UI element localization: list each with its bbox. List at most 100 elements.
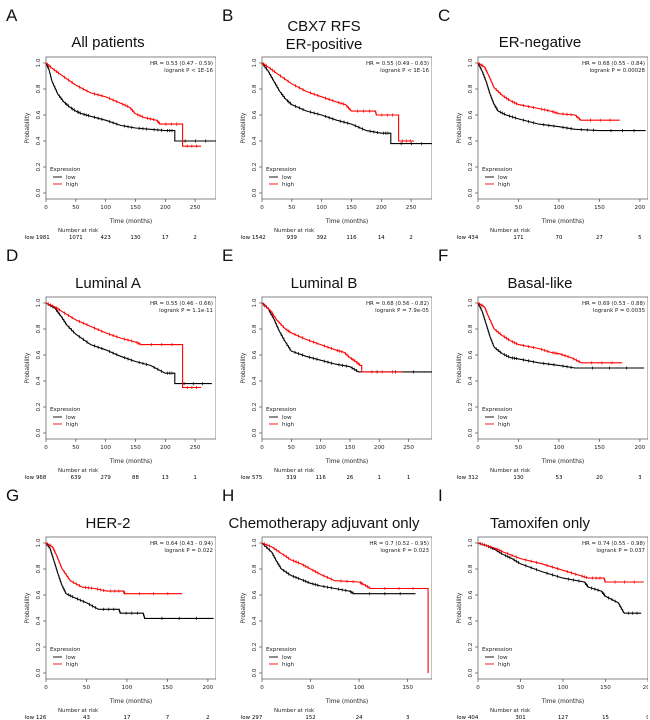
- y-axis-label: Probability: [241, 112, 247, 143]
- y-tick-label: 0.2: [468, 163, 474, 172]
- plot-frame: [45, 56, 216, 200]
- risk-row-label-low: low: [25, 475, 35, 480]
- panel-letter: A: [6, 6, 18, 25]
- risk-count-low: 1981: [36, 235, 50, 240]
- x-tick-label: 150: [600, 685, 611, 691]
- risk-count-low: 423: [101, 235, 111, 240]
- hazard-ratio-text: HR = 0.69 (0.53 - 0.88): [582, 301, 645, 307]
- x-axis-label: Time (months): [541, 459, 584, 465]
- x-axis-label: Time (months): [541, 219, 584, 225]
- risk-count-low: 17: [162, 235, 169, 240]
- risk-count-low: 88: [132, 475, 139, 480]
- x-tick-label: 50: [515, 445, 523, 451]
- legend-title: Expression: [50, 167, 81, 173]
- panel-letter: H: [222, 486, 235, 505]
- legend-entry-low: low: [498, 655, 508, 661]
- panel-title: HER-2: [85, 515, 131, 532]
- km-panel-f: F Basal-like 0.0 0.2 0.4 0.6 0.8 1.0 Probability…: [432, 240, 648, 480]
- survival-curve-high: [477, 302, 623, 364]
- logrank-p-text: logrank P = 0.023: [380, 548, 429, 554]
- risk-count-low: 2: [206, 715, 209, 720]
- risk-count-low: 392: [317, 235, 327, 240]
- x-tick-label: 50: [288, 445, 296, 451]
- panel-letter: I: [438, 486, 443, 505]
- x-axis-label: Time (months): [109, 459, 152, 465]
- risk-count-low: 171: [513, 235, 523, 240]
- y-axis-label: Probability: [25, 352, 31, 383]
- plot-frame: [261, 536, 432, 680]
- panel-title: ER-positive: [285, 36, 363, 53]
- risk-count-low: 0: [646, 715, 648, 720]
- y-tick-label: 0.4: [252, 136, 258, 145]
- risk-row-label-low: low: [241, 715, 251, 720]
- x-tick-label: 200: [635, 205, 646, 211]
- risk-count-low: 939: [287, 235, 298, 240]
- x-axis-label: Time (months): [325, 459, 368, 465]
- risk-count-low: 127: [558, 715, 568, 720]
- panel-letter: G: [6, 486, 20, 505]
- risk-count-low: 968: [36, 475, 47, 480]
- x-tick-label: 50: [307, 685, 315, 691]
- risk-count-low: 152: [305, 715, 315, 720]
- plot-frame: [261, 296, 432, 440]
- risk-count-low: 434: [468, 235, 479, 240]
- x-tick-label: 100: [558, 685, 569, 691]
- logrank-p-text: logrank P = 0.037: [596, 548, 645, 554]
- x-axis-label: Time (months): [325, 699, 368, 705]
- x-tick-label: 100: [122, 685, 133, 691]
- legend-title: Expression: [266, 167, 297, 173]
- legend-entry-high: high: [498, 182, 511, 188]
- risk-count-low: 3: [406, 715, 409, 720]
- x-tick-label: 100: [354, 685, 365, 691]
- legend-entry-high: high: [66, 422, 79, 428]
- y-tick-label: 0.2: [36, 643, 42, 652]
- x-tick-label: 0: [44, 445, 48, 451]
- x-tick-label: 150: [345, 445, 356, 451]
- y-axis-label: Probability: [457, 352, 463, 383]
- risk-row-label-low: low: [25, 235, 35, 240]
- y-tick-label: 0.4: [468, 136, 474, 145]
- risk-count-low: 130: [513, 475, 524, 480]
- risk-row-label-low: low: [457, 235, 467, 240]
- y-tick-label: 0.2: [252, 403, 258, 412]
- x-tick-label: 100: [100, 445, 111, 451]
- risk-count-low: 20: [596, 475, 603, 480]
- km-panel-a: A All patients 0.0 0.2 0.4 0.6 0.8 1.0 Probabili…: [0, 0, 216, 240]
- hazard-ratio-text: HR = 0.68 (0.56 - 0.82): [366, 301, 429, 307]
- panel-title: All patients: [71, 34, 145, 51]
- km-plot-svg: 0.0 0.2 0.4 0.6 0.8 1.0 Probability 0 50 100 150 20…: [457, 296, 648, 480]
- y-tick-label: 0.2: [36, 403, 42, 412]
- y-axis-label: Probability: [25, 112, 31, 143]
- km-plot-svg: 0.0 0.2 0.4 0.6 0.8 1.0 Probability 0 50 100 150 20…: [25, 56, 216, 240]
- y-tick-label: 0.8: [36, 324, 42, 333]
- km-panel-g: G HER-2 0.0 0.2 0.4 0.6 0.8 1.0 Probability 0 50 10…: [0, 480, 216, 720]
- y-tick-label: 0.2: [36, 163, 42, 172]
- y-tick-label: 0.4: [468, 376, 474, 385]
- survival-curve-high: [261, 302, 403, 373]
- risk-count-low: 301: [515, 715, 525, 720]
- logrank-p-text: logrank P < 1E-16: [380, 68, 429, 74]
- panel-title: Luminal A: [75, 275, 141, 292]
- risk-count-low: 15: [602, 715, 609, 720]
- panel-title: Tamoxifen only: [489, 515, 591, 532]
- x-tick-label: 200: [374, 445, 385, 451]
- y-tick-label: 0.8: [468, 84, 474, 93]
- risk-count-low: 404: [468, 715, 479, 720]
- x-tick-label: 0: [476, 685, 480, 691]
- y-tick-label: 0.0: [468, 188, 474, 197]
- x-tick-label: 50: [517, 685, 525, 691]
- hazard-ratio-text: HR = 0.7 (0.52 - 0.95): [369, 541, 429, 547]
- y-tick-label: 0.2: [252, 643, 258, 652]
- y-tick-label: 0.4: [468, 616, 474, 625]
- risk-row-label-low: low: [457, 715, 467, 720]
- legend-entry-low: low: [282, 175, 292, 181]
- logrank-p-text: logrank P = 0.0035: [593, 308, 645, 314]
- y-tick-label: 0.6: [252, 350, 258, 359]
- legend-entry-low: low: [66, 175, 76, 181]
- y-tick-label: 0.4: [36, 136, 42, 145]
- panel-letter: D: [6, 246, 19, 265]
- km-plot-svg: 0.0 0.2 0.4 0.6 0.8 1.0 Probability 0 50 100 150 20…: [241, 296, 432, 480]
- risk-row-label-low: low: [241, 235, 251, 240]
- plot-frame: [477, 56, 648, 200]
- risk-table-header: Number at risk: [490, 468, 531, 474]
